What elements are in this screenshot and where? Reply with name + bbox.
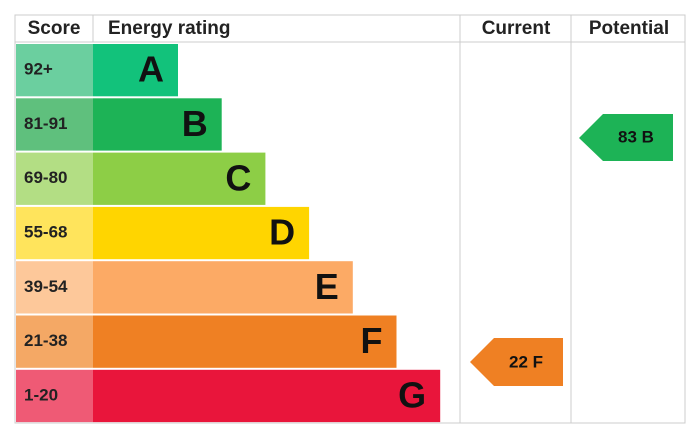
current-label: 22 F [509,352,543,371]
rating-letter: B [182,103,208,144]
rating-bar [93,44,178,97]
rating-letter: A [138,49,164,90]
score-cell [16,315,93,368]
score-range: 39-54 [24,277,68,296]
score-cell [16,152,93,205]
potential-arrow [579,114,673,161]
rating-letter: F [361,320,383,361]
score-cell [16,206,93,260]
score-range: 55-68 [24,223,67,242]
score-cell [16,261,93,314]
rating-letter: C [225,157,251,198]
rating-bar [93,261,353,314]
score-range: 92+ [24,60,53,79]
rating-bar [93,369,441,423]
score-cell [16,44,93,97]
rating-bar [93,98,222,151]
rating-letter: G [398,374,426,415]
header-rating: Energy rating [108,18,230,39]
score-cell [16,369,93,423]
score-cell [16,98,93,151]
header-current: Current [482,18,551,39]
rating-bar [93,152,266,205]
rating-bar [93,315,397,368]
score-range: 1-20 [24,385,58,404]
potential-label: 83 B [618,127,654,146]
score-range: 21-38 [24,331,67,350]
rating-letter: E [315,266,339,307]
rating-bar [93,206,310,260]
rating-letter: D [269,212,295,253]
header-score: Score [28,18,81,39]
score-range: 81-91 [24,114,67,133]
current-arrow [470,338,563,386]
header-potential: Potential [589,18,669,39]
score-range: 69-80 [24,168,67,187]
